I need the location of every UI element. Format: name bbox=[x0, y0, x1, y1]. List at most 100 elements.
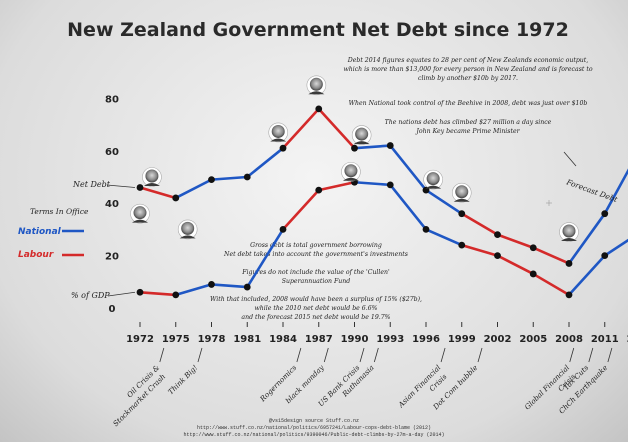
x-tick-label: 2011 bbox=[591, 334, 619, 345]
portrait-shoulders bbox=[425, 185, 442, 189]
series-label-net-debt: Net Debt bbox=[72, 180, 111, 189]
x-tick-label: 1996 bbox=[412, 334, 440, 345]
data-point bbox=[494, 252, 501, 259]
portrait-shoulders bbox=[143, 183, 160, 186]
x-tick-label: 2002 bbox=[484, 334, 512, 345]
annotation-notes: Debt 2014 figures equates to 28 per cent… bbox=[210, 57, 593, 321]
event-arrow bbox=[477, 347, 483, 363]
portrait-shoulders bbox=[561, 238, 577, 242]
series-segment bbox=[531, 272, 571, 297]
series-segment bbox=[424, 228, 464, 247]
note-gross-net: Net debt takes into account the governme… bbox=[223, 251, 408, 258]
series-segment bbox=[460, 212, 499, 236]
portrait-face bbox=[344, 164, 358, 178]
pct-gdp-arrow bbox=[107, 291, 136, 297]
x-tick-label: 1978 bbox=[198, 334, 226, 345]
note-cullen: Superannuation Fund bbox=[282, 278, 351, 285]
event-arrow bbox=[323, 347, 329, 363]
note-surplus: and the forecast 2015 net debt would be … bbox=[241, 314, 390, 321]
y-tick-label: 0 bbox=[109, 304, 116, 315]
note-debt-per-day: John Key became Prime Minister bbox=[414, 128, 520, 135]
data-point bbox=[386, 181, 394, 189]
data-point bbox=[529, 244, 537, 252]
portrait-shoulders bbox=[132, 219, 148, 223]
x-tick-label: 1999 bbox=[448, 334, 476, 345]
x-tick-label: 1972 bbox=[126, 334, 154, 345]
data-point bbox=[208, 281, 215, 288]
note-surplus: With that included, 2008 would have been… bbox=[210, 296, 422, 303]
data-point bbox=[315, 186, 323, 194]
data-point bbox=[458, 210, 466, 218]
data-point bbox=[172, 194, 180, 202]
portrait-face bbox=[455, 185, 469, 199]
data-point bbox=[172, 291, 180, 299]
series-segment bbox=[460, 243, 499, 257]
portrait-image bbox=[268, 122, 289, 143]
series-segment bbox=[317, 107, 356, 150]
data-point bbox=[315, 105, 323, 113]
portrait-face bbox=[133, 206, 147, 220]
y-axis: 0 20 40 60 80 bbox=[105, 94, 119, 315]
portrait-face bbox=[271, 124, 285, 138]
series-segment bbox=[174, 178, 213, 200]
series-segment bbox=[245, 228, 285, 289]
event-arrow bbox=[440, 347, 446, 363]
note-debt-2014: Debt 2014 figures equates to 28 per cent… bbox=[347, 57, 588, 64]
series-segment bbox=[603, 168, 628, 215]
portrait-face bbox=[181, 221, 195, 235]
y-tick-label: 40 bbox=[105, 199, 119, 210]
note-debt-2014: which is more than $13,000 for every per… bbox=[343, 66, 592, 73]
portrait-shoulders bbox=[353, 141, 370, 145]
y-tick-label: 20 bbox=[105, 252, 119, 263]
x-tick-label: 2008 bbox=[555, 334, 583, 345]
portrait-shoulders bbox=[179, 235, 196, 239]
data-point bbox=[136, 288, 144, 296]
event-label: Think Big! bbox=[166, 347, 203, 396]
portrait-face bbox=[145, 169, 159, 183]
y-tick-label: 60 bbox=[105, 147, 119, 158]
series-segment bbox=[281, 107, 321, 150]
data-point bbox=[601, 252, 609, 259]
portrait-image bbox=[341, 161, 361, 182]
data-point bbox=[243, 283, 251, 291]
event-arrow bbox=[359, 347, 365, 363]
series-lines bbox=[138, 107, 628, 297]
x-tick-label: 2014 bbox=[627, 334, 628, 345]
event-arrow bbox=[159, 347, 165, 363]
portrait-shoulders bbox=[342, 177, 359, 181]
footer-url-2: http://www.stuff.co.nz/national/politics… bbox=[183, 432, 444, 438]
series-segment bbox=[245, 146, 285, 179]
event-text: Think Big! bbox=[166, 363, 199, 396]
portrait-image bbox=[306, 75, 327, 96]
data-point bbox=[386, 142, 394, 149]
net-debt-arrow bbox=[106, 184, 136, 188]
event-arrow bbox=[296, 347, 302, 363]
note-debt-2014: climb by another $10b by 2017. bbox=[418, 75, 518, 82]
series-segment bbox=[210, 283, 249, 289]
portrait-image bbox=[177, 219, 198, 240]
footer-credit: @vs15design source Stuff.co.nz bbox=[269, 418, 359, 424]
series-segment bbox=[567, 254, 607, 297]
series-segment bbox=[424, 188, 464, 215]
data-point bbox=[601, 210, 609, 218]
note-debt-per-day: The nations debt has climbed $27 million… bbox=[385, 119, 552, 126]
x-tick-label: 2005 bbox=[519, 334, 547, 345]
series-segment bbox=[388, 144, 428, 192]
portrait-face bbox=[309, 77, 323, 91]
event-label: Oil Crisis &Stockmarket Crash bbox=[111, 347, 167, 428]
series-segment bbox=[603, 238, 628, 257]
data-point bbox=[279, 226, 287, 233]
data-point bbox=[529, 270, 537, 278]
x-tick-label: 1987 bbox=[305, 334, 333, 345]
x-tick-label: 1990 bbox=[341, 334, 369, 345]
series-segment bbox=[210, 175, 249, 181]
event-arrow bbox=[569, 347, 575, 363]
series-segment bbox=[138, 186, 178, 200]
portrait-face bbox=[562, 224, 576, 238]
portrait-image bbox=[423, 169, 443, 190]
x-axis: 1972 1975 1978 1981 1984 1987 1990 1993 1996 1999… bbox=[126, 322, 628, 345]
series-segment bbox=[353, 180, 392, 187]
footer-source: @vs15design source Stuff.co.nz http://ww… bbox=[183, 418, 444, 438]
